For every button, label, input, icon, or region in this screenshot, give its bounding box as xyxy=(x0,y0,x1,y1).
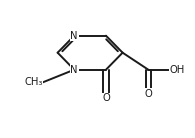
Text: OH: OH xyxy=(169,65,185,75)
Text: O: O xyxy=(102,93,110,103)
Text: N: N xyxy=(71,31,78,41)
Text: N: N xyxy=(71,65,78,75)
Text: CH₃: CH₃ xyxy=(24,77,43,87)
Text: O: O xyxy=(144,89,152,99)
